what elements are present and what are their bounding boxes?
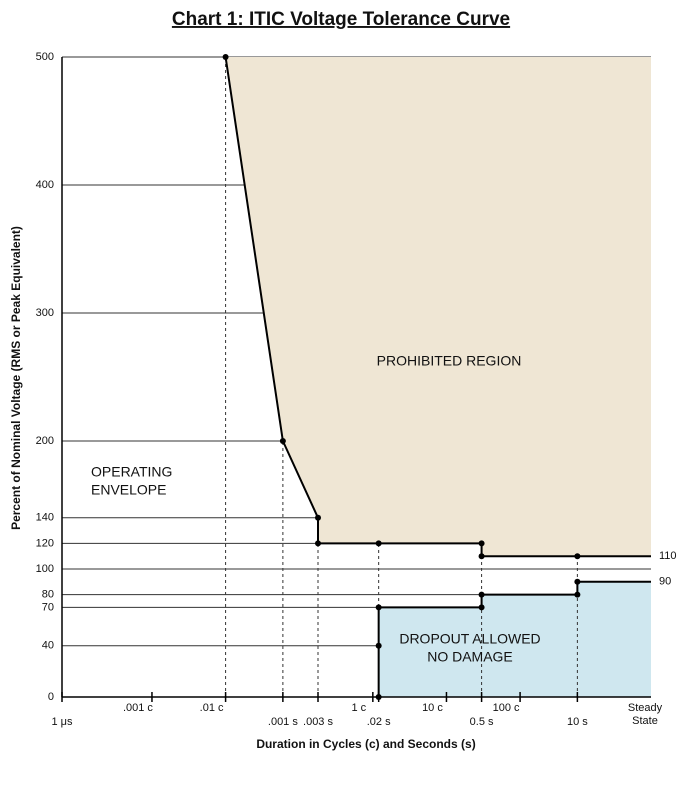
vertex-point [478, 540, 485, 547]
y-tick-label: 200 [36, 435, 54, 447]
region-label: NO DAMAGE [427, 649, 513, 665]
region-label: ENVELOPE [91, 482, 166, 498]
region-label: PROHIBITED REGION [377, 353, 522, 369]
x-tick-label: 1 c [351, 702, 366, 714]
region-fill [225, 57, 651, 557]
x-axis-label: Duration in Cycles (c) and Seconds (s) [256, 737, 475, 751]
vertex-point [478, 591, 485, 598]
vertex-point [478, 553, 485, 560]
vertex-point [315, 540, 322, 547]
y-tick-label: 0 [48, 691, 54, 703]
x-tick-label: 10 c [422, 702, 443, 714]
y-tick-label: 300 [36, 307, 54, 319]
x-tick-label: .001 s [268, 716, 298, 728]
y-tick-label: 500 [36, 51, 54, 63]
x-tick-label: .003 s [303, 716, 333, 728]
region-fill [378, 581, 651, 697]
region-label: DROPOUT ALLOWED [399, 631, 540, 647]
x-end-label: State [632, 715, 658, 727]
vertex-point [315, 514, 322, 521]
x-tick-label: .02 s [367, 716, 391, 728]
vertex-point [375, 540, 382, 547]
x-end-label: Steady [628, 702, 663, 714]
x-tick-label: 10 s [567, 716, 588, 728]
y-tick-label: 100 [36, 563, 54, 575]
y-tick-label: 70 [42, 601, 54, 613]
end-value-label: 110 [659, 550, 677, 562]
x-tick-label: 100 c [493, 702, 520, 714]
x-tick-label: 1 μs [51, 716, 73, 728]
vertex-point [375, 604, 382, 611]
end-value-label: 90 [659, 576, 671, 588]
region-label: OPERATING [91, 464, 172, 480]
vertex-point [222, 54, 229, 60]
vertex-point [574, 591, 581, 598]
y-axis-label: Percent of Nominal Voltage (RMS or Peak … [9, 226, 23, 530]
vertex-point [375, 642, 382, 649]
x-tick-label: .01 c [200, 702, 224, 714]
vertex-point [574, 553, 581, 560]
y-tick-label: 120 [36, 537, 54, 549]
vertex-point [478, 604, 485, 611]
y-tick-label: 40 [42, 640, 54, 652]
vertex-point [279, 438, 286, 444]
y-tick-label: 400 [36, 179, 54, 191]
y-tick-label: 80 [42, 589, 54, 601]
vertex-point [574, 578, 581, 585]
x-tick-label: .001 c [123, 702, 153, 714]
x-tick-label: 0.5 s [470, 716, 494, 728]
y-tick-label: 140 [36, 512, 54, 524]
chart-title: Chart 1: ITIC Voltage Tolerance Curve [172, 9, 510, 30]
